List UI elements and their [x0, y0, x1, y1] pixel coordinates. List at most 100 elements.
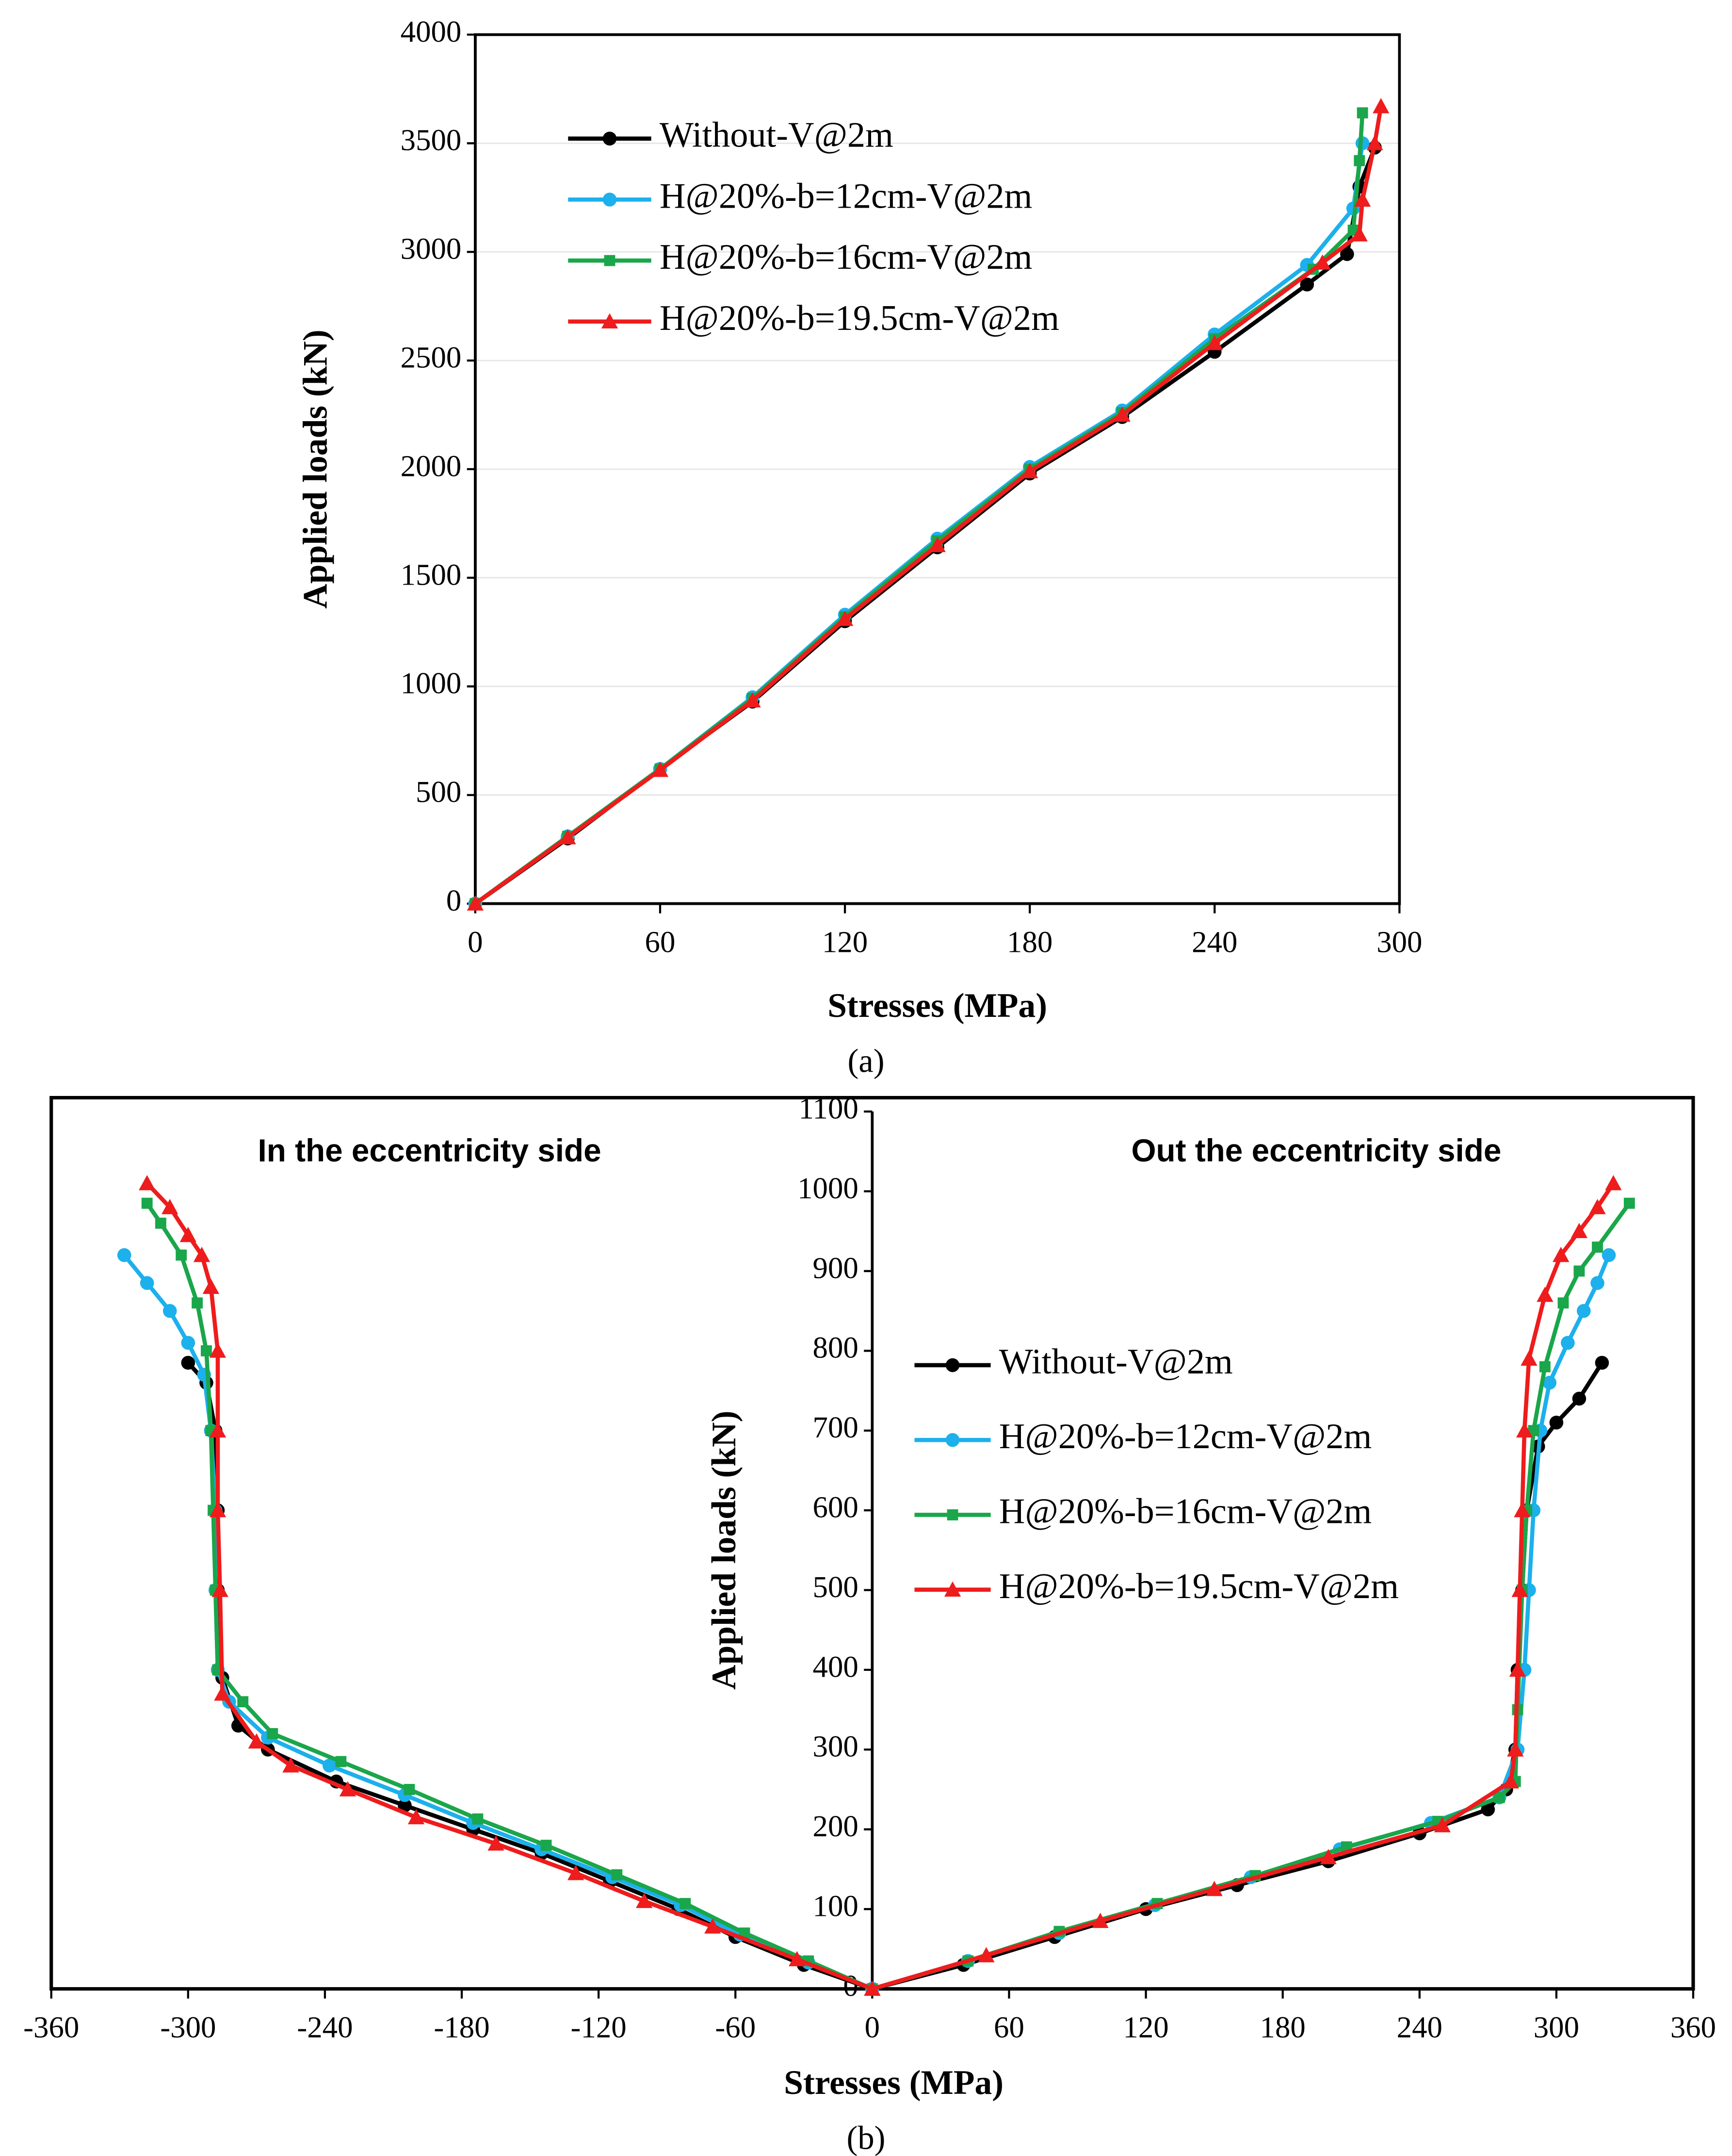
y-tick-label: 500 — [813, 1570, 858, 1604]
marker — [1542, 1375, 1557, 1390]
y-tick-label: 900 — [813, 1251, 858, 1285]
y-tick-label: 0 — [446, 883, 461, 917]
marker — [193, 1246, 210, 1262]
marker — [472, 1813, 484, 1825]
marker — [1589, 1199, 1606, 1214]
marker — [1481, 1802, 1495, 1816]
marker — [140, 1276, 154, 1290]
y-tick-label: 3000 — [401, 232, 462, 266]
legend-marker — [945, 1433, 960, 1447]
marker — [1561, 1336, 1575, 1350]
marker — [467, 895, 484, 911]
y-tick-label: 4000 — [401, 15, 462, 49]
marker — [181, 1356, 195, 1370]
marker — [1549, 1415, 1564, 1430]
chart: 010020030040050060070080090010001100-360… — [23, 1092, 1716, 2156]
chart: 0 500 1000 1500 2000 2500 3000 3500 4000 0 60 120 18… — [296, 15, 1422, 1079]
x-tick-label: 0 — [865, 2010, 880, 2044]
marker — [267, 1728, 278, 1739]
marker — [1434, 1817, 1451, 1832]
marker — [1354, 191, 1371, 207]
marker — [1595, 1356, 1609, 1370]
marker — [704, 1918, 721, 1934]
marker — [1366, 135, 1383, 150]
x-tick-label: 120 — [822, 925, 868, 959]
marker — [1021, 463, 1038, 478]
y-tick-label: 200 — [813, 1809, 858, 1843]
y-tick-label: 100 — [813, 1889, 858, 1923]
marker — [398, 1798, 412, 1813]
y-tick-label: 600 — [813, 1490, 858, 1524]
x-axis-title: Stresses (MPa) — [827, 986, 1047, 1025]
marker — [680, 1898, 691, 1909]
y-tick-label: 700 — [813, 1410, 858, 1444]
marker — [202, 1278, 219, 1294]
marker — [1572, 1391, 1586, 1406]
marker — [1553, 1246, 1570, 1262]
legend-label: H@20%-b=12cm-V@2m — [660, 176, 1033, 216]
x-tick-label: 60 — [994, 2010, 1024, 2044]
x-tick-label: 60 — [645, 925, 676, 959]
marker — [214, 1685, 231, 1701]
marker — [559, 829, 576, 845]
panel-label: (a) — [847, 1043, 884, 1079]
x-tick-label: 240 — [1192, 925, 1237, 959]
marker — [1623, 1197, 1635, 1209]
x-tick-label: 180 — [1007, 925, 1052, 959]
marker — [1354, 155, 1365, 166]
legend-label: H@20%-b=16cm-V@2m — [999, 1492, 1372, 1532]
x-tick-label: 300 — [1534, 2010, 1579, 2044]
marker — [117, 1248, 131, 1262]
marker — [192, 1297, 203, 1309]
marker — [181, 1336, 195, 1350]
y-tick-label: 0 — [843, 1969, 858, 2003]
x-tick-label: 0 — [468, 925, 483, 959]
marker — [162, 1199, 178, 1214]
y-axis-title: Applied loads (kN) — [296, 329, 334, 608]
marker — [1507, 1741, 1524, 1757]
y-tick-label: 2000 — [401, 449, 462, 483]
x-axis-title: Stresses (MPa) — [784, 2063, 1004, 2102]
x-tick-label: 120 — [1123, 2010, 1168, 2044]
marker — [978, 1947, 995, 1962]
marker — [1577, 1304, 1591, 1318]
marker — [1592, 1241, 1603, 1253]
marker — [1340, 247, 1354, 261]
marker — [139, 1175, 156, 1191]
marker — [1357, 107, 1368, 119]
marker — [567, 1864, 584, 1880]
marker — [282, 1757, 299, 1773]
x-tick-label: -60 — [715, 2010, 756, 2044]
marker — [1114, 406, 1131, 422]
marker — [1511, 1582, 1528, 1597]
marker — [744, 692, 761, 708]
marker — [1092, 1912, 1109, 1928]
marker — [201, 1345, 212, 1356]
marker — [1493, 1792, 1505, 1803]
series-line — [145, 1202, 1631, 1991]
marker — [1521, 1350, 1538, 1366]
marker — [1351, 226, 1368, 242]
marker — [209, 1502, 227, 1518]
marker — [176, 1249, 187, 1261]
legend-marker — [944, 1581, 961, 1597]
y-tick-label: 3500 — [401, 123, 462, 157]
legend-marker — [604, 255, 615, 266]
marker — [1539, 1361, 1551, 1372]
marker — [1509, 1661, 1526, 1677]
marker — [1206, 1880, 1223, 1896]
marker — [407, 1809, 425, 1825]
marker — [211, 1582, 228, 1597]
y-tick-label: 1000 — [401, 666, 462, 700]
marker — [155, 1217, 166, 1229]
annotation: In the eccentricity side — [258, 1133, 601, 1168]
marker — [1320, 1849, 1337, 1864]
legend-label: H@20%-b=19.5cm-V@2m — [999, 1567, 1399, 1606]
x-tick-label: -360 — [23, 2010, 79, 2044]
marker — [929, 537, 946, 553]
legend-label: H@20%-b=12cm-V@2m — [999, 1417, 1372, 1456]
marker — [335, 1756, 347, 1767]
x-tick-label: -120 — [571, 2010, 627, 2044]
legend-marker — [602, 131, 617, 146]
